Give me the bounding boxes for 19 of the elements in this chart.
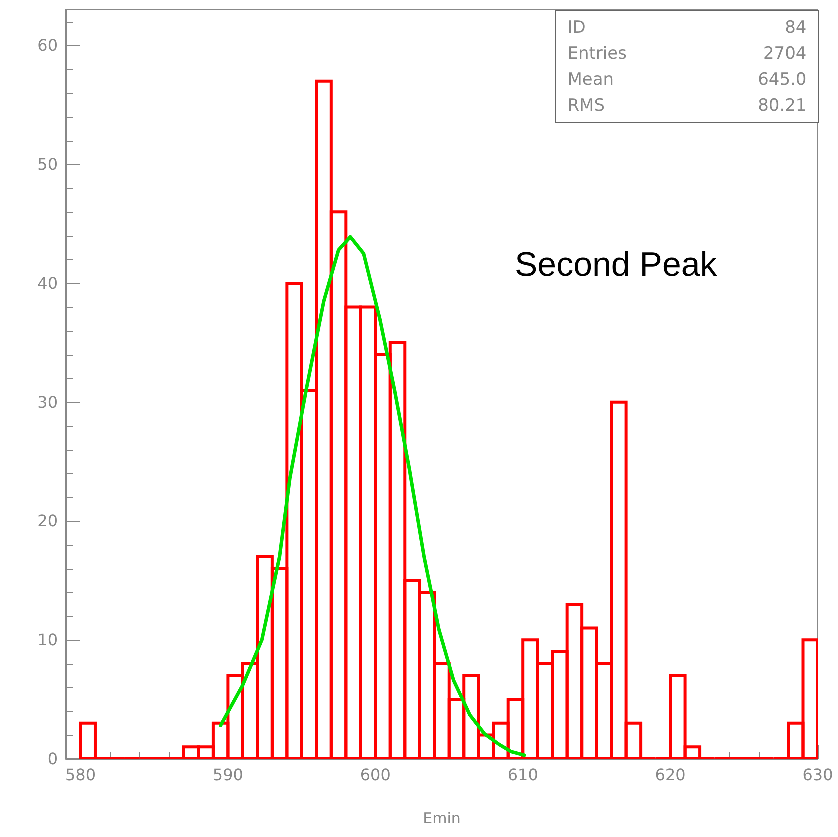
x-tick-label: 620	[655, 766, 686, 784]
text: Mean 645.0	[568, 70, 807, 90]
x-tick-label: 580	[65, 766, 96, 784]
y-tick-label: 30	[38, 392, 58, 412]
text: ID 84	[568, 18, 807, 38]
annotation: Second Peak	[515, 246, 718, 284]
x-tick-label: 630	[802, 766, 834, 784]
text: RMS 80.21	[568, 96, 807, 116]
y-tick-label: 10	[38, 630, 58, 650]
y-tick-label: 0	[48, 750, 58, 768]
x-tick-label: 590	[212, 766, 244, 784]
y-tick-label: 20	[38, 512, 58, 531]
x-axis-title: Emin	[423, 810, 461, 828]
y-tick-label: 50	[38, 155, 58, 174]
text: Entries 2704	[568, 44, 807, 64]
y-tick-label: 40	[38, 274, 58, 293]
x-tick-label: 610	[508, 766, 538, 784]
y-tick-label: 60	[38, 36, 58, 56]
x-tick-label: 600	[360, 766, 391, 784]
